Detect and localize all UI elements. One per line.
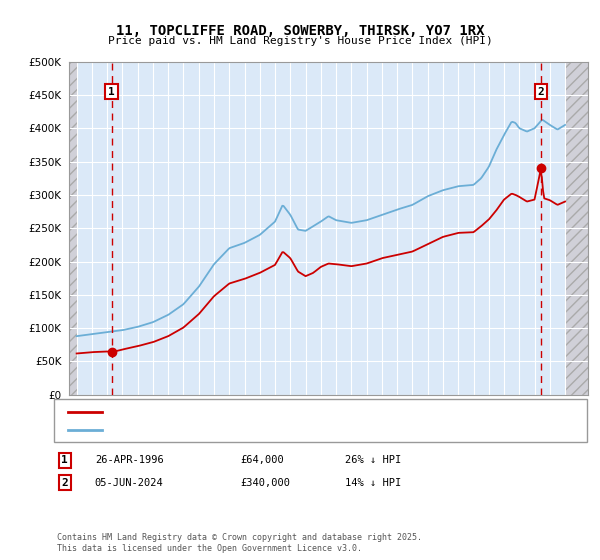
Text: 11, TOPCLIFFE ROAD, SOWERBY, THIRSK, YO7 1RX (detached house): 11, TOPCLIFFE ROAD, SOWERBY, THIRSK, YO7… xyxy=(106,407,464,417)
Text: £340,000: £340,000 xyxy=(240,478,290,488)
Text: 2: 2 xyxy=(61,478,68,488)
Text: 26-APR-1996: 26-APR-1996 xyxy=(95,455,164,465)
Text: Price paid vs. HM Land Registry's House Price Index (HPI): Price paid vs. HM Land Registry's House … xyxy=(107,36,493,46)
Bar xyxy=(565,62,588,395)
Text: Contains HM Land Registry data © Crown copyright and database right 2025.
This d: Contains HM Land Registry data © Crown c… xyxy=(57,533,422,553)
Text: 26% ↓ HPI: 26% ↓ HPI xyxy=(345,455,401,465)
Bar xyxy=(69,62,77,395)
Text: £64,000: £64,000 xyxy=(240,455,284,465)
Text: 1: 1 xyxy=(61,455,68,465)
Text: 11, TOPCLIFFE ROAD, SOWERBY, THIRSK, YO7 1RX: 11, TOPCLIFFE ROAD, SOWERBY, THIRSK, YO7… xyxy=(116,24,484,38)
Text: 2: 2 xyxy=(538,87,544,96)
Text: 05-JUN-2024: 05-JUN-2024 xyxy=(95,478,164,488)
Text: HPI: Average price, detached house, North Yorkshire: HPI: Average price, detached house, Nort… xyxy=(106,425,406,435)
Text: 14% ↓ HPI: 14% ↓ HPI xyxy=(345,478,401,488)
Text: 1: 1 xyxy=(108,87,115,96)
